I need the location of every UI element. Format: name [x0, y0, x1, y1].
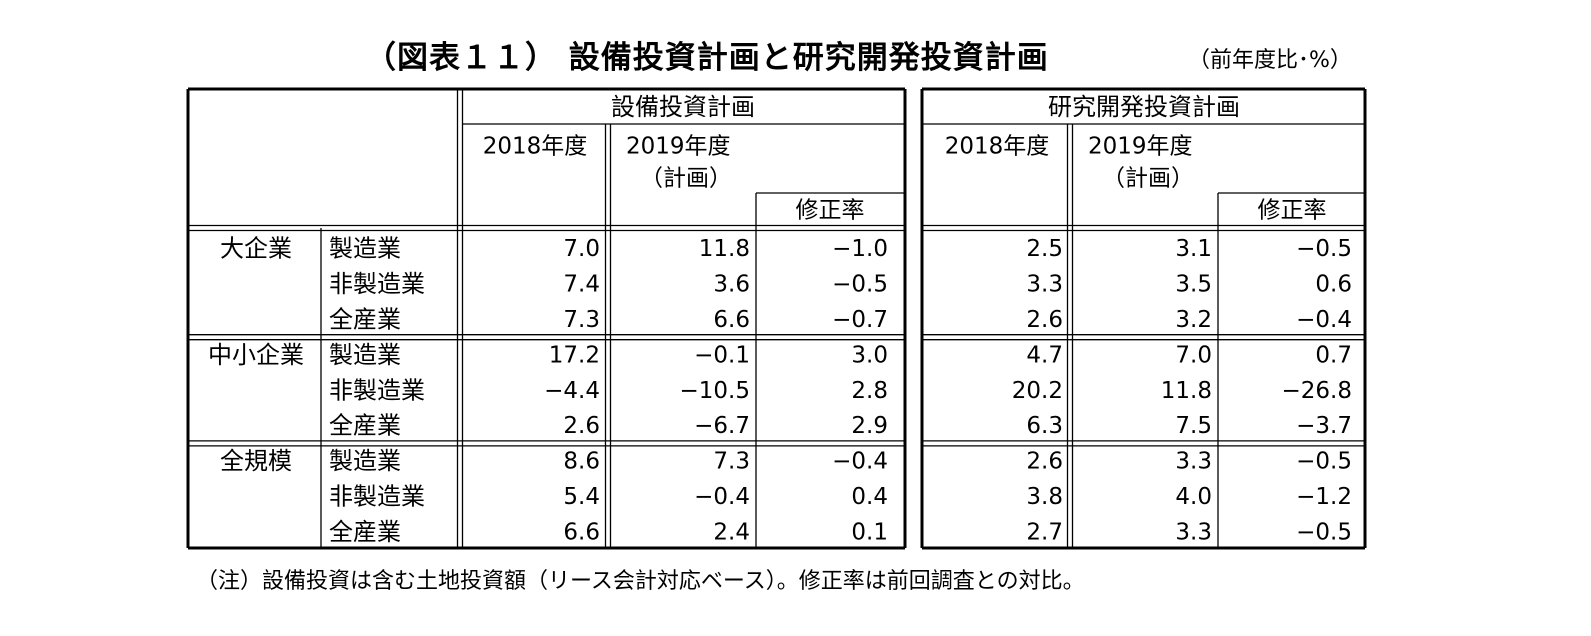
table-cell: 6.6 [713, 307, 750, 333]
row-size-label: 大企業 [220, 235, 292, 263]
table-cell: 7.3 [563, 307, 600, 333]
table-cell: −1.0 [832, 236, 888, 262]
table-cell: 6.3 [1026, 413, 1063, 439]
col-header-2018: 2018年度 [483, 134, 588, 160]
unit-label: （前年度比･%） [1188, 48, 1352, 73]
table-cell: 0.1 [851, 519, 888, 545]
col-header-revision: 修正率 [796, 198, 865, 224]
table-cell: −4.4 [544, 378, 600, 404]
table-cell: −6.7 [694, 413, 750, 439]
table-cell: 0.4 [851, 484, 888, 510]
row-industry-label: 製造業 [329, 447, 401, 475]
table-cell: −0.5 [1296, 449, 1352, 475]
table-cell: 7.0 [563, 236, 600, 262]
col-header-plan: （計画） [640, 166, 732, 192]
table-cell: −0.5 [1296, 519, 1352, 545]
table-cell: 3.3 [1026, 272, 1063, 298]
col-header-2019: 2019年度 [1088, 134, 1193, 160]
table-cell: 7.5 [1175, 413, 1212, 439]
table-cell: 3.2 [1175, 307, 1212, 333]
col-header-revision: 修正率 [1258, 198, 1327, 224]
table-cell: 7.4 [563, 272, 600, 298]
group-header: 設備投資計画 [611, 93, 755, 121]
col-header-2018: 2018年度 [945, 134, 1050, 160]
row-size-label: 中小企業 [208, 341, 304, 369]
row-industry-label: 非製造業 [329, 483, 425, 511]
table-cell: 3.6 [713, 272, 750, 298]
table-cell: −0.4 [832, 449, 888, 475]
table-cell: 3.3 [1175, 449, 1212, 475]
table-cell: 0.6 [1315, 272, 1352, 298]
table-cell: 3.5 [1175, 272, 1212, 298]
row-industry-label: 製造業 [329, 341, 401, 369]
table-cell: 6.6 [563, 519, 600, 545]
row-industry-label: 製造業 [329, 235, 401, 263]
table-cell: −0.4 [694, 484, 750, 510]
group-header: 研究開発投資計画 [1048, 93, 1240, 121]
table-cell: 3.1 [1175, 236, 1212, 262]
table-cell: 3.8 [1026, 484, 1063, 510]
table-cell: 8.6 [563, 449, 600, 475]
table-cell: 2.7 [1026, 519, 1063, 545]
table-cell: 3.3 [1175, 519, 1212, 545]
table-cell: 2.9 [851, 413, 888, 439]
table-cell: 5.4 [563, 484, 600, 510]
chart-title: （図表１１） 設備投資計画と研究開発投資計画 [365, 40, 1049, 76]
table-cell: 7.0 [1175, 342, 1212, 368]
table-cell: −10.5 [680, 378, 750, 404]
table-cell: 2.6 [1026, 307, 1063, 333]
table-cell: 7.3 [713, 449, 750, 475]
table-cell: 0.7 [1315, 342, 1352, 368]
table-cell: 17.2 [549, 342, 600, 368]
table-cell: −0.5 [832, 272, 888, 298]
table-cell: −3.7 [1296, 413, 1352, 439]
table-cell: −0.1 [694, 342, 750, 368]
footnote: （注）設備投資は含む土地投資額（リース会計対応ベース）。修正率は前回調査との対比… [196, 569, 1085, 594]
col-header-2019: 2019年度 [626, 134, 731, 160]
table-cell: 11.8 [699, 236, 750, 262]
table-cell: −0.4 [1296, 307, 1352, 333]
table-cell: −26.8 [1282, 378, 1352, 404]
table-cell: −0.5 [1296, 236, 1352, 262]
table-cell: 2.4 [713, 519, 750, 545]
table-cell: 20.2 [1012, 378, 1063, 404]
row-size-label: 全規模 [220, 447, 292, 475]
table-cell: 4.0 [1175, 484, 1212, 510]
row-industry-label: 非製造業 [329, 376, 425, 404]
row-industry-label: 全産業 [329, 412, 401, 440]
table-cell: 11.8 [1161, 378, 1212, 404]
row-industry-label: 全産業 [329, 306, 401, 334]
table-cell: 2.6 [563, 413, 600, 439]
table-cell: 2.5 [1026, 236, 1063, 262]
row-industry-label: 全産業 [329, 518, 401, 546]
table-cell: 3.0 [851, 342, 888, 368]
table-cell: 4.7 [1026, 342, 1063, 368]
table-cell: −0.7 [832, 307, 888, 333]
col-header-plan: （計画） [1102, 166, 1194, 192]
table-cell: 2.8 [851, 378, 888, 404]
table-cell: −1.2 [1296, 484, 1352, 510]
row-industry-label: 非製造業 [329, 270, 425, 298]
table-cell: 2.6 [1026, 449, 1063, 475]
